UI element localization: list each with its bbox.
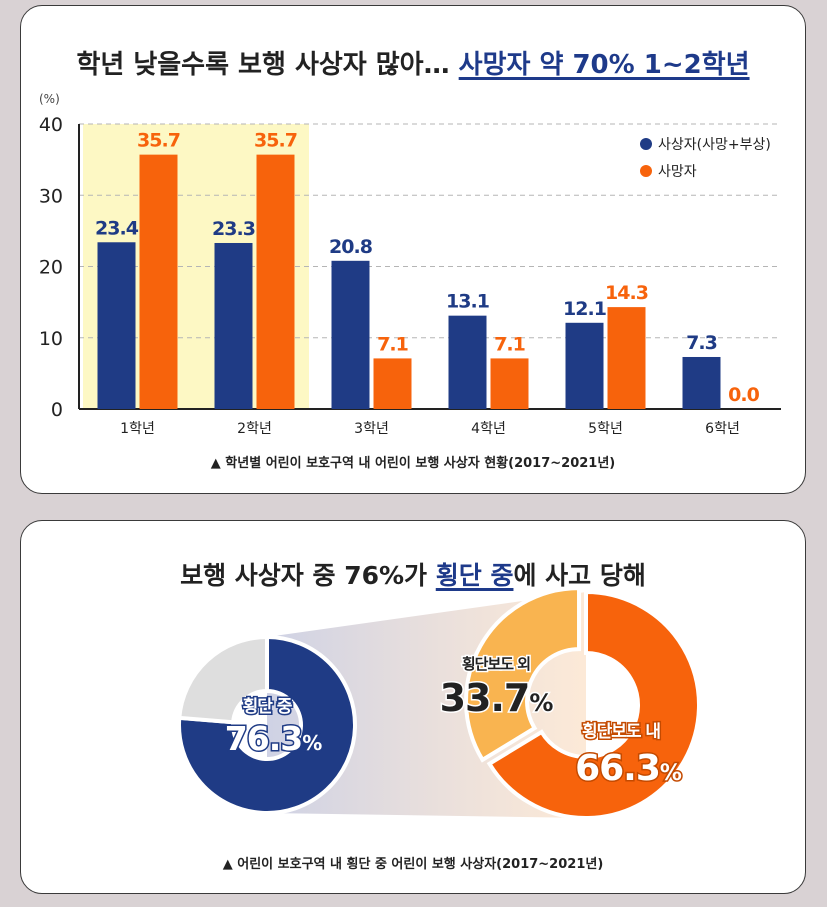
donut-slice: [464, 586, 582, 763]
bar: [97, 242, 136, 409]
bar-value-label: 13.1: [446, 291, 489, 313]
donut-slice: [177, 634, 357, 815]
title-emphasis: 사망자 약 70% 1~2학년: [458, 50, 750, 80]
donut-slice: [177, 634, 269, 725]
bar-value-label: 35.7: [137, 130, 180, 152]
right-donut-outer-value: 33.7%: [440, 676, 554, 720]
bar: [373, 358, 412, 409]
y-tick-label: 20: [39, 257, 63, 279]
y-tick-label: 30: [39, 185, 63, 207]
bar: [256, 154, 295, 409]
title-part-a: 보행 사상자 중 76%가: [180, 561, 436, 590]
bar-value-label: 7.1: [494, 333, 525, 355]
bar-value-label: 23.4: [95, 217, 139, 239]
x-tick-label: 1학년: [120, 421, 155, 437]
bar-chart-title: 학년 낮을수록 보행 사상자 많아… 사망자 약 70% 1~2학년: [21, 44, 805, 81]
bar: [448, 315, 487, 409]
donut-chart-caption: ▲ 어린이 보호구역 내 횡단 중 어린이 보행 사상자(2017~2021년): [222, 857, 604, 872]
legend-marker: [640, 165, 652, 177]
y-axis-unit: (%): [39, 92, 60, 106]
x-tick-label: 4학년: [471, 421, 506, 437]
donut-charts: 횡단 중76.3% 횡단보도 외 33.7% 횡단보도 내 66.3%: [177, 586, 701, 820]
bar: [139, 154, 178, 409]
right-donut-inner-label: 횡단보도 내: [582, 722, 660, 742]
donut-chart-card: 보행 사상자 중 76%가 횡단 중에 사고 당해 횡단 중 76.3% 횡단보도 …: [20, 520, 806, 894]
bar-value-label: 7.3: [686, 332, 717, 354]
right-donut-outer-label: 횡단보도 외: [462, 655, 530, 673]
bar-value-label: 7.1: [377, 333, 408, 355]
title-emphasis: 횡단 중: [435, 561, 514, 590]
bar-value-label: 0.0: [728, 384, 759, 406]
donut-chart-title: 보행 사상자 중 76%가 횡단 중에 사고 당해: [21, 556, 805, 592]
bar: [214, 242, 253, 409]
bar-value-label: 23.3: [212, 218, 255, 240]
left-donut-label: 횡단 중: [243, 697, 293, 717]
y-tick-label: 0: [51, 399, 63, 421]
donut-slice: [486, 589, 701, 820]
bar: [565, 322, 604, 409]
right-donut-inner-value: 66.3%: [575, 748, 682, 789]
bar: [607, 307, 646, 409]
x-tick-label: 6학년: [705, 421, 740, 437]
legend-label: 사망자: [658, 164, 697, 180]
bar-value-label: 20.8: [329, 236, 373, 258]
left-donut-value: 76.3%: [225, 719, 322, 758]
bar-chart-caption: ▲ 학년별 어린이 보호구역 내 어린이 보행 사상자 현황(2017~2021…: [210, 456, 616, 471]
bar-chart-card: 학년 낮을수록 보행 사상자 많아… 사망자 약 70% 1~2학년 (%) 0 1…: [20, 5, 806, 494]
bar: [331, 260, 370, 409]
bar-value-label: 12.1: [563, 298, 606, 320]
legend-label: 사상자(사망+부상): [658, 137, 771, 153]
x-tick-label: 3학년: [354, 421, 389, 437]
bar-value-label: 14.3: [605, 282, 648, 304]
legend-marker: [640, 138, 652, 150]
bar-chart: (%) 0 10 20 30 40 23.4 35.7 1학년 23.3 35.7 2학년 20.8 7.…: [39, 92, 781, 437]
y-tick-label: 40: [39, 114, 63, 136]
x-tick-label: 5학년: [588, 421, 623, 437]
bar-value-label: 35.7: [254, 130, 297, 152]
title-part-b: 에 사고 당해: [513, 561, 646, 590]
bar: [490, 358, 529, 409]
title-plain: 학년 낮을수록 보행 사상자 많아…: [76, 50, 459, 80]
bar: [682, 356, 721, 409]
y-tick-label: 10: [39, 328, 63, 350]
x-tick-label: 2학년: [237, 421, 272, 437]
